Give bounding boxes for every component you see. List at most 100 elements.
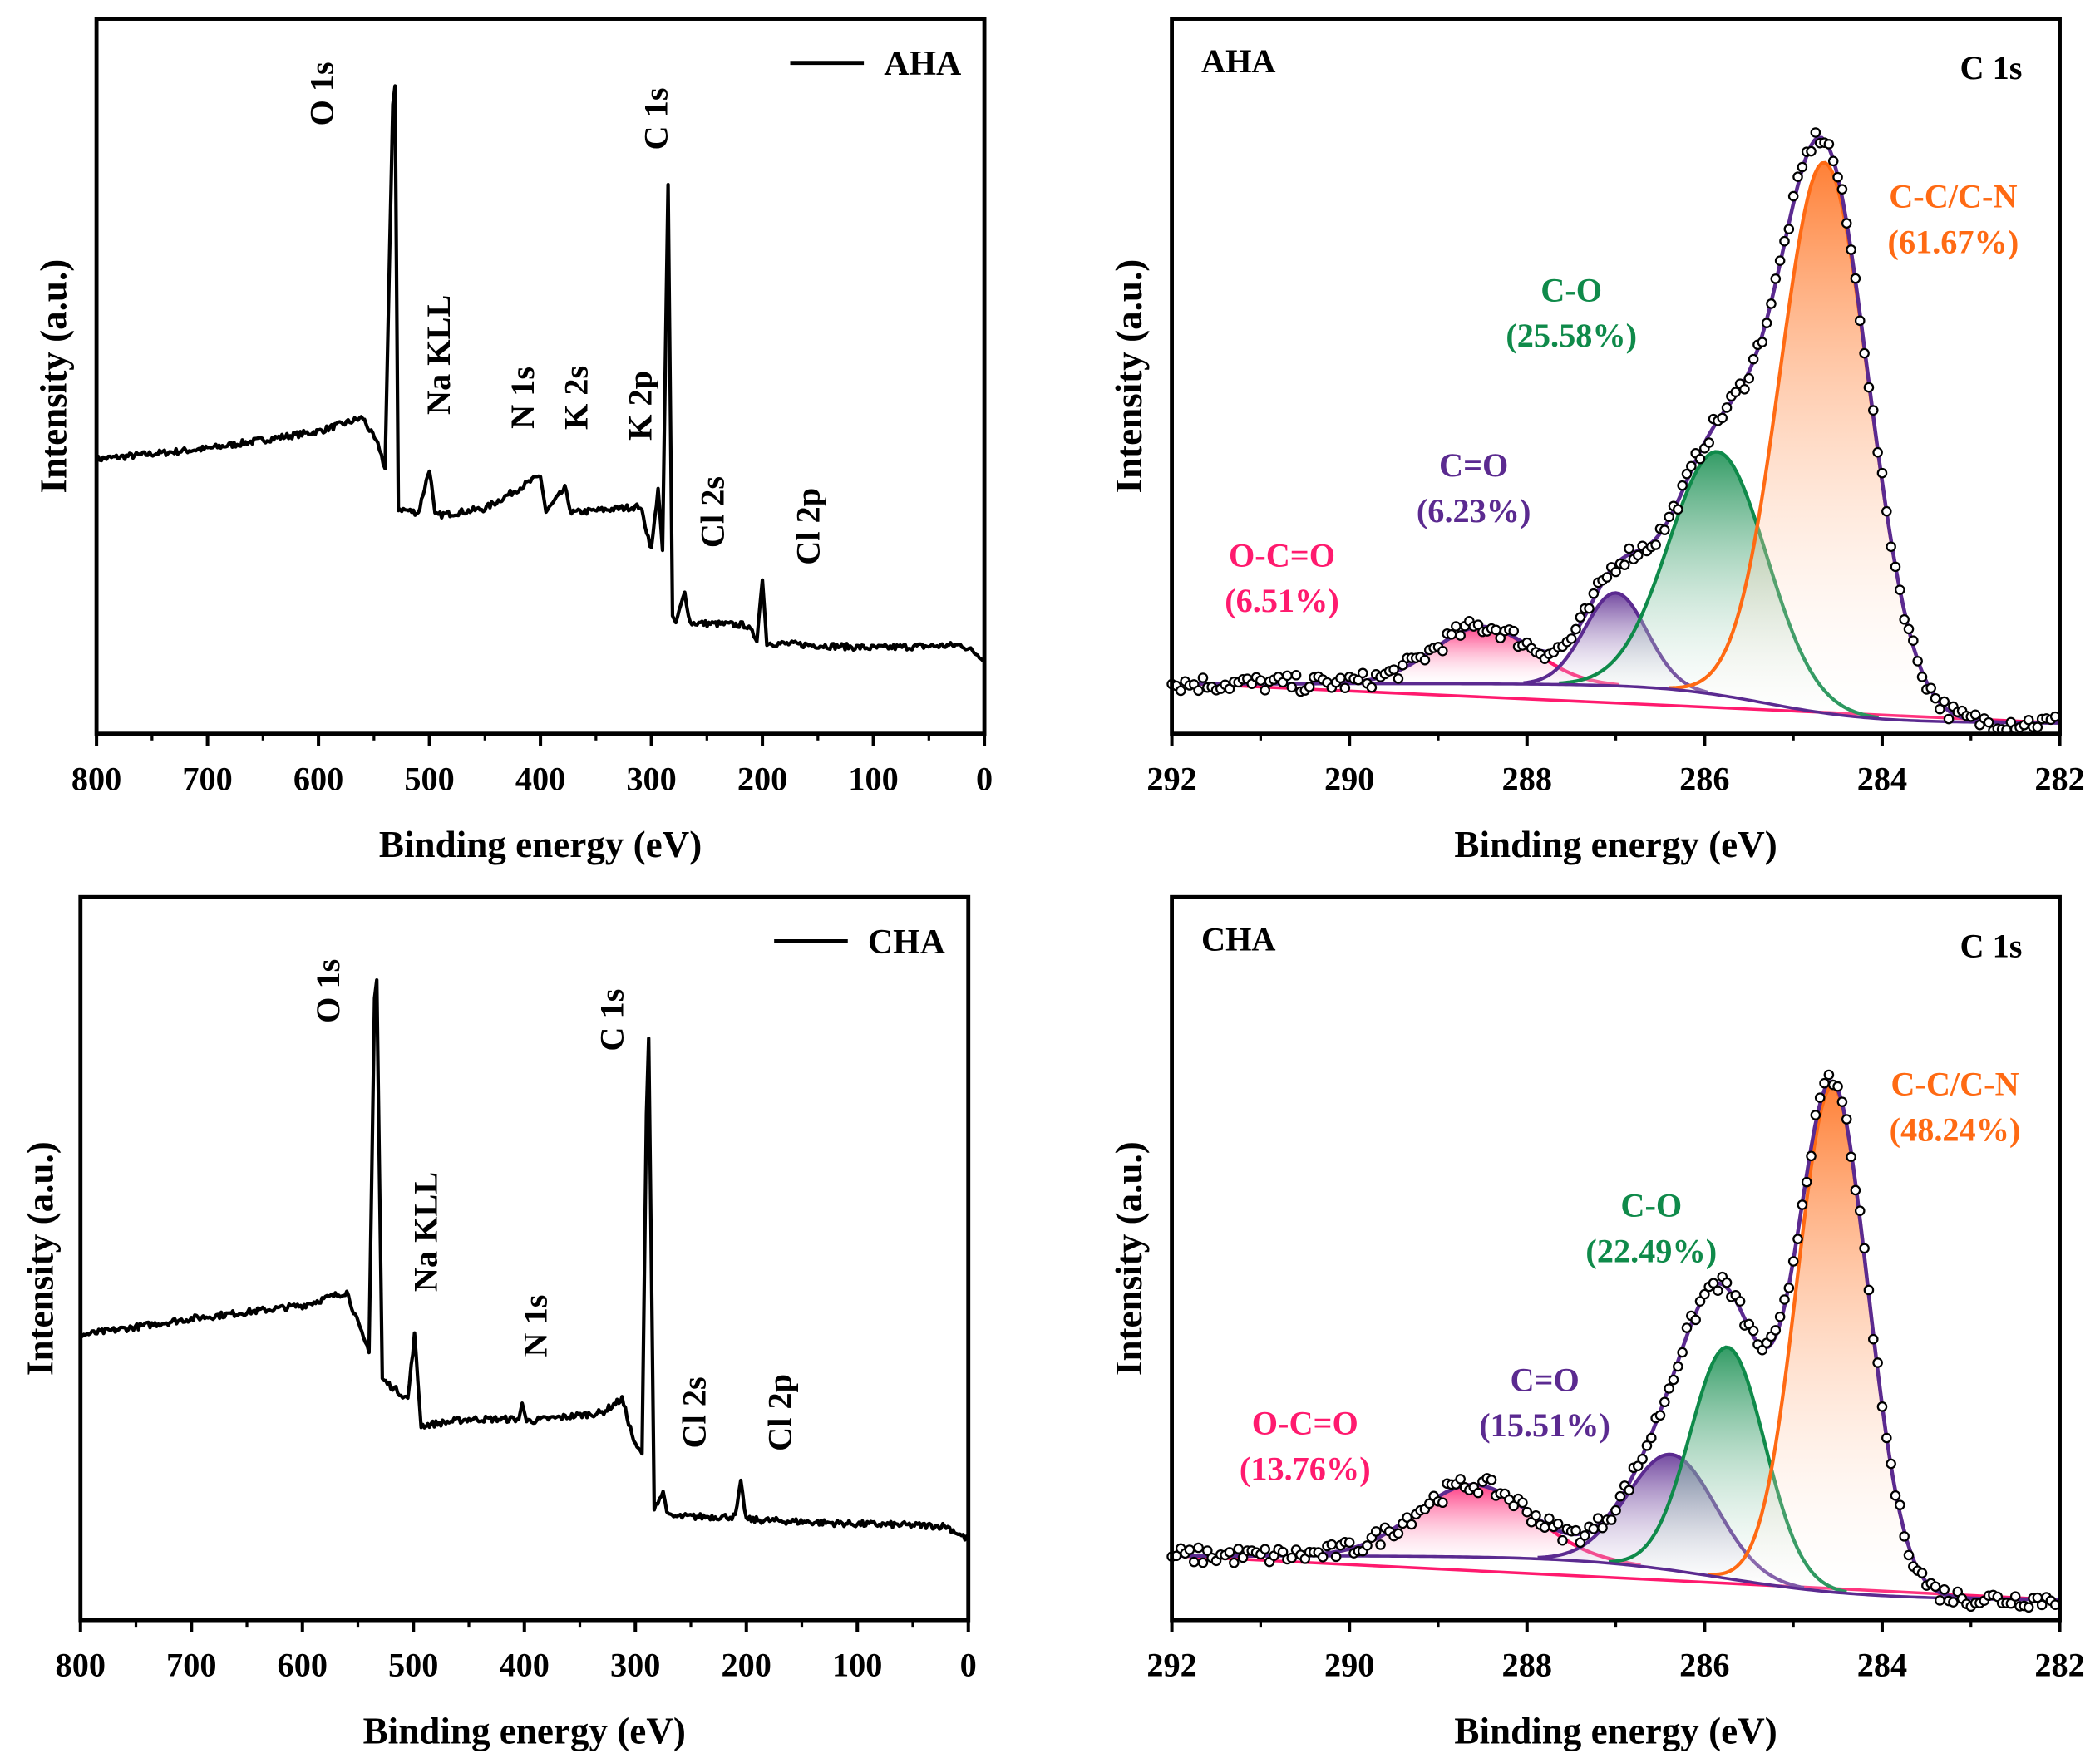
component-label-percent: (6.51%)	[1225, 582, 1339, 619]
data-point	[1451, 621, 1462, 632]
plot-frame	[78, 894, 971, 1623]
data-point	[1770, 1325, 1782, 1336]
component-fill-C-C/C-N	[1708, 1086, 1957, 1598]
data-point	[1189, 1556, 1200, 1568]
data-point	[1677, 1347, 1688, 1358]
data-point	[1846, 1151, 1856, 1163]
data-point	[1881, 505, 1892, 517]
data-point	[1748, 353, 1759, 365]
data-point	[1797, 1199, 1808, 1210]
data-point	[1850, 273, 1861, 284]
peak-label: K 2p	[622, 371, 659, 441]
data-point	[1619, 559, 1630, 570]
data-point	[1224, 1547, 1235, 1558]
data-point	[1872, 1357, 1883, 1368]
data-point	[1721, 402, 1733, 413]
data-point	[1766, 298, 1777, 309]
data-point	[2005, 1598, 2017, 1609]
data-point	[1690, 1314, 1701, 1326]
data-point	[1282, 670, 1293, 682]
component-label-name: C-C/C-N	[1890, 1066, 2019, 1103]
data-point	[1588, 588, 1600, 599]
x-tick-label: 600	[293, 760, 343, 797]
component-label-percent: (22.49%)	[1585, 1232, 1717, 1269]
data-point	[2023, 714, 2034, 726]
chart-title: C 1s	[1960, 49, 2022, 86]
data-point	[1597, 1522, 1608, 1534]
data-point	[1823, 139, 1835, 150]
x-tick-label: 100	[848, 760, 898, 797]
component-fill-O-C=O	[1345, 626, 1619, 687]
data-point	[1886, 1458, 1896, 1470]
x-tick-label: 700	[182, 760, 232, 797]
data-point	[1895, 1499, 1905, 1510]
data-point	[1886, 541, 1896, 553]
x-tick-label: 0	[976, 760, 993, 797]
data-point	[1854, 1205, 1866, 1216]
data-point	[1339, 682, 1351, 694]
data-point	[1610, 1504, 1621, 1516]
peak-label: N 1s	[504, 367, 541, 429]
data-point	[1370, 1526, 1382, 1537]
data-point	[1730, 387, 1742, 397]
component-label-percent: (61.67%)	[1888, 223, 2019, 260]
data-point	[1969, 709, 1981, 721]
data-point	[1743, 372, 1755, 384]
data-point	[1810, 1110, 1821, 1120]
data-point	[1193, 685, 1204, 697]
data-point	[1836, 1096, 1848, 1107]
component-label-percent: (25.58%)	[1506, 317, 1637, 354]
data-point	[1397, 659, 1408, 671]
data-point	[1255, 675, 1266, 686]
data-point	[1930, 1581, 1941, 1593]
data-point	[1664, 1383, 1674, 1394]
data-point	[1605, 1514, 1617, 1525]
data-point	[1867, 405, 1879, 416]
data-point	[1899, 613, 1910, 625]
x-tick-label: 800	[56, 1647, 106, 1684]
data-point	[1632, 549, 1644, 561]
data-point	[2009, 1591, 2021, 1602]
data-point	[1260, 685, 1271, 696]
data-point	[1455, 1474, 1466, 1485]
data-point	[1908, 635, 1919, 646]
data-point	[1859, 1243, 1870, 1254]
data-point	[1836, 184, 1848, 195]
x-tick-label: 292	[1146, 760, 1196, 797]
x-axis-title: Binding energy (eV)	[1454, 824, 1777, 865]
peak-label: Na KLL	[420, 295, 457, 415]
data-point	[1317, 1552, 1329, 1563]
data-point	[1393, 673, 1404, 684]
x-tick-label: 200	[737, 760, 787, 797]
data-point	[1770, 273, 1782, 284]
x-axis-title: Binding energy (eV)	[1454, 1710, 1777, 1751]
component-label-name: C=O	[1439, 446, 1508, 484]
x-tick-label: 286	[1679, 1647, 1729, 1684]
data-point	[1739, 384, 1750, 395]
data-point	[1673, 504, 1683, 515]
data-point	[1895, 584, 1905, 595]
data-point	[1330, 1551, 1342, 1563]
data-point	[1703, 437, 1714, 448]
peak-label: O 1s	[303, 62, 341, 126]
data-point	[1859, 347, 1870, 359]
peak-label: C 1s	[637, 87, 674, 150]
x-tick-label: 300	[626, 760, 676, 797]
data-point	[1694, 1296, 1706, 1307]
data-point	[1881, 1432, 1892, 1444]
data-point	[1783, 1283, 1795, 1293]
component-label-percent: (6.23%)	[1417, 492, 1531, 529]
data-point	[1362, 1540, 1373, 1551]
spectrum-line-CHA	[79, 977, 970, 1542]
data-point	[1588, 1524, 1600, 1534]
data-point	[1393, 1528, 1404, 1539]
x-tick-label: 300	[610, 1647, 660, 1684]
data-point	[1472, 1487, 1484, 1499]
x-tick-label: 288	[1502, 1647, 1552, 1684]
x-tick-label: 200	[722, 1647, 771, 1684]
data-point	[1446, 629, 1457, 640]
data-point	[1579, 1530, 1590, 1541]
data-point	[1872, 446, 1883, 458]
peak-label: Na KLL	[407, 1172, 444, 1292]
data-point	[1806, 145, 1817, 157]
